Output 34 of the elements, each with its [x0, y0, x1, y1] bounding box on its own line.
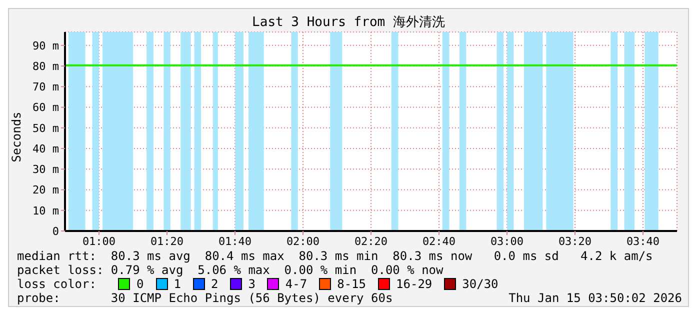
x-tick-label: 02:40	[422, 234, 456, 248]
y-tick-label: 0	[52, 224, 59, 238]
y-tick-label: 30 m	[32, 163, 60, 176]
x-tick-label: 01:00	[82, 234, 116, 248]
x-tick-label: 01:40	[218, 234, 252, 248]
y-tick-label: 90 m	[32, 39, 60, 52]
legend-label: 16-29	[396, 277, 432, 291]
text: packet loss: 0.79 % avg 5.06 % max 0.00 % min 0.00 % now	[17, 263, 444, 277]
legend-label: 30/30	[462, 277, 498, 291]
y-tick-label: 50 m	[32, 122, 60, 135]
y-tick-label: 70 m	[32, 80, 60, 94]
x-tick-label: 03:20	[558, 234, 592, 248]
legend-label: 4-7	[285, 277, 308, 291]
x-tick-label: 01:20	[150, 234, 184, 248]
text: Thu Jan 15 03:50:02 2026	[508, 291, 682, 305]
y-tick-label: 80 m	[32, 60, 60, 73]
text: median rtt: 80.3 ms avg 80.4 ms max 80.3 ms min 80.3 ms now 0.0 ms sd 4.2 k am/s	[17, 249, 654, 263]
x-tick-label: 02:20	[354, 234, 388, 248]
y-tick-label: 10 m	[32, 204, 60, 218]
y-axis-title: Seconds	[9, 112, 24, 162]
x-tick-label: 02:00	[286, 234, 320, 248]
legend-label: 2	[210, 277, 218, 291]
y-tick-label: 40 m	[32, 142, 60, 156]
y-tick-label: 20 m	[32, 184, 60, 197]
x-tick-label: 03:40	[626, 234, 660, 248]
text: probe: 30 ICMP Echo Pings (56 Bytes) every 60s	[17, 291, 393, 305]
legend-title: loss color:	[17, 277, 96, 291]
legend-label: 3	[248, 277, 256, 291]
legend-label: 1	[174, 277, 181, 291]
x-tick-label: 03:00	[490, 234, 524, 248]
y-tick-label: 60 m	[32, 101, 60, 114]
legend-label: 8-15	[337, 277, 366, 291]
legend-label: 0	[136, 277, 144, 291]
chart-title: Last 3 Hours from 海外清洗	[251, 14, 446, 32]
